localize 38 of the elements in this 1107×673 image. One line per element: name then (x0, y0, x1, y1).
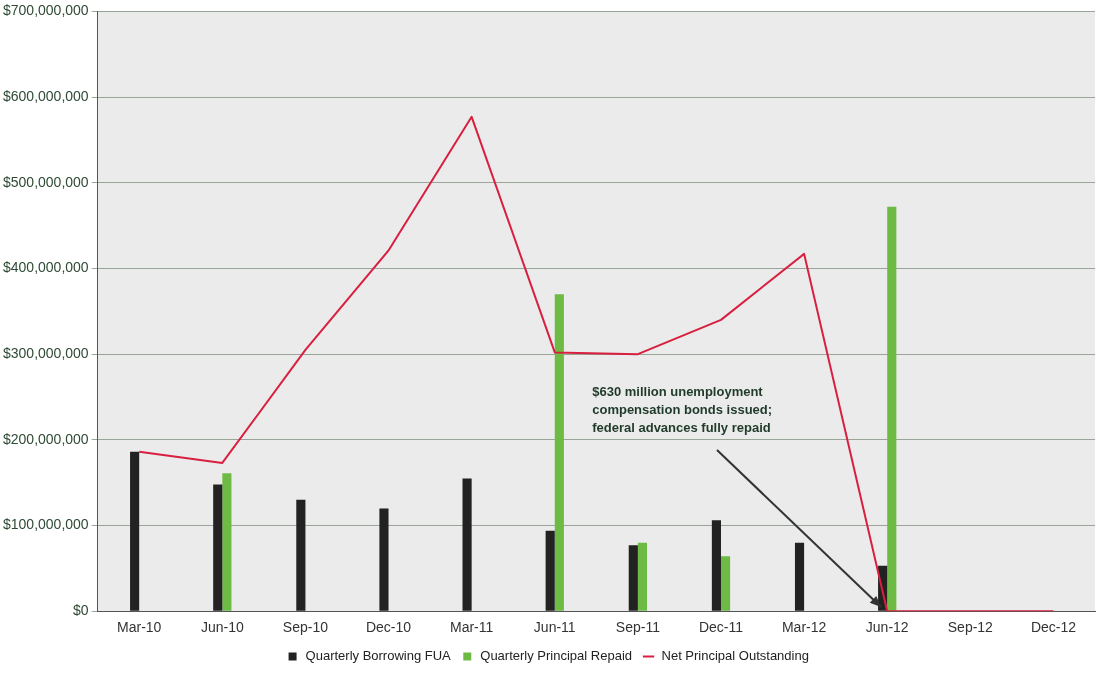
y-tick-label: $400,000,000 (3, 259, 89, 276)
annotation: $630 million unemployment compensation bonds issued; federal advances fully repaid (592, 384, 773, 436)
bar (213, 484, 223, 611)
bar (711, 520, 721, 611)
bar (379, 508, 389, 611)
bar (554, 294, 564, 611)
x-tick-label: Dec-10 (365, 619, 412, 636)
legend-label: Quarterly Borrowing FUA (305, 648, 452, 664)
x-tick-label: Mar-10 (117, 619, 162, 636)
y-tick-label: $600,000,000 (3, 87, 89, 104)
x-tick-label: Sep-10 (282, 619, 329, 636)
x-tick-label: Jun-12 (865, 619, 909, 636)
x-tick-label: Dec-12 (1030, 619, 1077, 636)
x-tick-label: Sep-11 (615, 619, 661, 636)
bar (130, 451, 140, 611)
bar (222, 473, 232, 611)
bar (628, 545, 638, 611)
x-tick-label: Mar-12 (781, 619, 827, 636)
legend-label: Net Principal Outstanding (661, 648, 809, 664)
x-tick-label: Jun-11 (533, 619, 576, 636)
y-tick-label: $300,000,000 (3, 345, 89, 361)
x-tick-label: Sep-12 (947, 619, 994, 636)
y-tick-label: $500,000,000 (3, 173, 89, 190)
y-tick-label: $700,000,000 (3, 2, 89, 19)
x-tick-label: Jun-10 (200, 619, 244, 636)
bar (720, 556, 731, 611)
y-tick-label: $0 (73, 602, 89, 619)
legend-label: Quarterly Principal Repaid (480, 648, 633, 664)
bar (296, 499, 306, 611)
bar (545, 530, 555, 611)
bar (794, 542, 805, 611)
y-tick-label: $200,000,000 (3, 430, 89, 447)
x-tick-label: Dec-11 (698, 619, 744, 636)
bar (637, 542, 648, 611)
x-tick-label: Mar-11 (449, 619, 494, 636)
bar (462, 478, 472, 611)
y-tick-label: $100,000,000 (3, 516, 89, 533)
bar (887, 206, 897, 611)
